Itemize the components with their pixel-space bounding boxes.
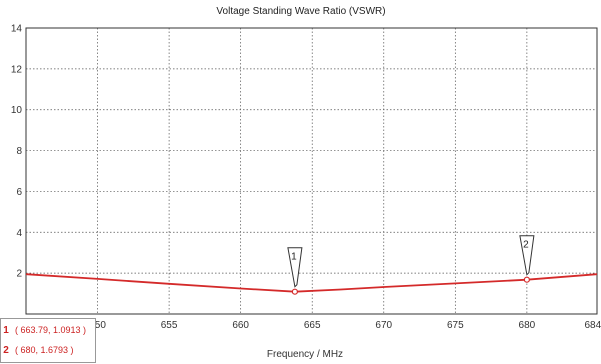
marker-legend: 1 ( 663.79, 1.0913 ) 2 ( 680, 1.6793 ): [0, 318, 96, 363]
marker-label: 1: [291, 252, 297, 263]
y-tick-label: 14: [11, 24, 23, 35]
legend-marker-1-value: ( 663.79, 1.0913 ): [15, 325, 87, 335]
x-axis-ticks: 650 655 660 665 670 675 680 684.9: [89, 320, 601, 331]
chart-title: Voltage Standing Wave Ratio (VSWR): [216, 6, 385, 17]
legend-marker-1-number: 1: [3, 324, 9, 336]
y-tick-label: 10: [11, 105, 23, 116]
x-tick-label: 680: [519, 320, 536, 331]
x-tick-label: 655: [161, 320, 178, 331]
y-tick-label: 4: [16, 228, 22, 239]
marker-2: 2: [519, 235, 535, 283]
marker-label: 2: [523, 240, 529, 251]
marker-1: 1: [287, 247, 303, 295]
y-axis-ticks: 2 4 6 8 10 12 14: [11, 24, 23, 280]
x-tick-label: 650: [89, 320, 106, 331]
y-tick-label: 12: [11, 64, 23, 75]
x-axis-label: Frequency / MHz: [267, 349, 343, 360]
x-tick-label: 684.9: [584, 320, 601, 331]
y-tick-label: 6: [16, 187, 22, 198]
grid: [26, 27, 597, 314]
marker-flag: [287, 247, 303, 288]
marker-point: [291, 288, 298, 295]
x-tick-label: 675: [447, 320, 464, 331]
y-tick-label: 2: [16, 269, 22, 280]
markers-layer: 12: [287, 235, 535, 295]
x-tick-label: 670: [375, 320, 392, 331]
x-tick-label: 665: [304, 320, 321, 331]
plot-border: [25, 27, 598, 315]
marker-point: [523, 276, 530, 283]
x-tick-label: 660: [232, 320, 249, 331]
legend-marker-2-value: ( 680, 1.6793 ): [15, 345, 74, 355]
marker-flag: [519, 235, 535, 276]
series-layer: [25, 273, 598, 293]
legend-row-1: 1 ( 663.79, 1.0913 ): [1, 321, 86, 339]
vswr-series-line: [25, 273, 598, 293]
y-tick-label: 8: [16, 146, 22, 157]
plot-frame: [25, 27, 598, 315]
legend-row-2: 2 ( 680, 1.6793 ): [1, 341, 74, 359]
legend-marker-2-number: 2: [3, 344, 9, 356]
